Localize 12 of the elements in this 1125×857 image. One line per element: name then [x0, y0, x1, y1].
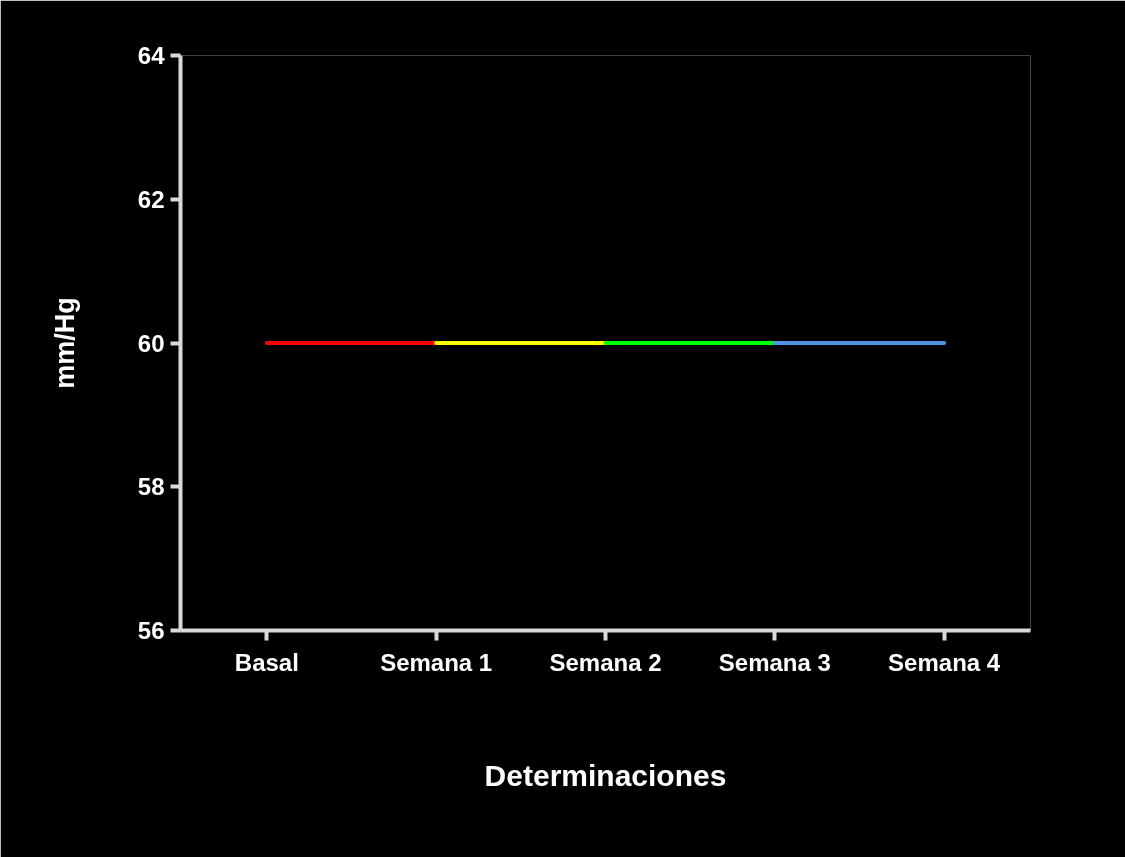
y-tick-label: 64	[137, 42, 166, 69]
x-tick-label: Semana 3	[718, 648, 831, 676]
y-tick-label: 60	[137, 329, 165, 357]
x-tick-label: Semana 1	[380, 648, 493, 676]
y-tick-label: 58	[137, 473, 165, 501]
y-tick-label: 56	[137, 617, 165, 644]
x-tick-label: Semana 2	[549, 648, 662, 676]
x-tick-label: Semana 4	[888, 648, 1001, 676]
y-tick-label: 62	[137, 185, 165, 213]
x-axis-title: Determinaciones	[484, 758, 727, 792]
x-tick-label: Basal	[234, 648, 299, 676]
y-axis-title: mm/Hg	[49, 297, 80, 389]
